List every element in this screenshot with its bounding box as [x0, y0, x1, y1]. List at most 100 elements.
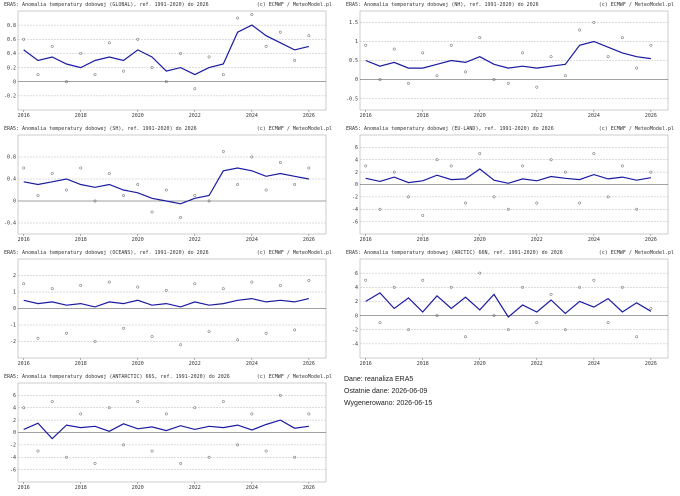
daily-point: [278, 283, 282, 287]
daily-point: [122, 443, 125, 447]
x-tick-label: 2024: [246, 113, 258, 119]
x-tick-label: 2018: [75, 237, 87, 243]
daily-point: [65, 188, 68, 192]
y-tick-label: 2: [13, 418, 16, 424]
y-tick-label: 0.4: [7, 177, 16, 183]
daily-point: [193, 87, 197, 91]
daily-point: [221, 73, 225, 77]
daily-point: [179, 51, 183, 55]
daily-point: [635, 207, 639, 211]
daily-point: [207, 55, 211, 59]
daily-point: [36, 194, 40, 197]
daily-point: [207, 199, 211, 203]
smoothed-line: [23, 167, 310, 205]
x-tick-label: 2016: [18, 237, 30, 243]
daily-point: [293, 455, 297, 459]
y-tick-label: -4: [352, 342, 358, 348]
daily-point: [236, 16, 240, 20]
daily-point: [378, 78, 382, 81]
daily-point: [50, 287, 54, 291]
panel-title: ERA5: Anomalia temperatury dobowej (GLOB…: [4, 2, 209, 8]
y-tick-label: 6: [355, 145, 358, 151]
y-tick-label: 0: [13, 430, 16, 436]
y-tick-label: 0.2: [7, 65, 16, 71]
y-tick-label: 4: [13, 405, 16, 411]
y-tick-label: 6: [13, 393, 16, 399]
daily-point: [50, 172, 54, 175]
x-tick-label: 2020: [132, 485, 144, 491]
daily-point: [50, 400, 54, 404]
y-tick-label: 0: [13, 306, 16, 312]
daily-point: [250, 155, 254, 159]
daily-point: [264, 449, 268, 453]
daily-point: [164, 412, 168, 416]
daily-point: [264, 331, 268, 335]
x-tick-label: 2022: [531, 113, 543, 119]
daily-point: [93, 73, 97, 77]
info-generated: Wygenerowano: 2026-06-15: [344, 400, 432, 407]
daily-point: [107, 280, 111, 284]
daily-point: [193, 194, 197, 197]
x-tick-label: 2026: [645, 361, 657, 367]
daily-point: [207, 330, 211, 334]
y-tick-label: -6: [10, 467, 16, 473]
daily-point: [107, 41, 111, 45]
daily-point: [392, 170, 396, 174]
daily-point: [535, 321, 539, 325]
daily-point: [22, 406, 26, 410]
daily-point: [563, 328, 567, 332]
x-tick-label: 2016: [18, 485, 30, 491]
plot-frame: [17, 10, 327, 111]
daily-point: [22, 282, 26, 286]
daily-point: [150, 210, 154, 214]
daily-point: [164, 80, 168, 84]
y-tick-label: -0.2: [4, 94, 16, 100]
y-tick-label: 1: [355, 39, 358, 45]
daily-point: [435, 314, 439, 318]
daily-point: [221, 400, 225, 404]
smoothed-line: [23, 419, 309, 440]
x-tick-label: 2020: [474, 113, 486, 119]
x-tick-label: 2020: [474, 361, 486, 367]
y-tick-label: 1.5: [349, 20, 358, 26]
daily-point: [107, 406, 111, 410]
y-tick-label: 0: [355, 182, 358, 188]
panel-credit: (c) ECMWF / MeteoModel.pl: [257, 374, 332, 380]
daily-point: [549, 55, 553, 59]
x-tick-label: 2022: [189, 113, 201, 119]
daily-point: [578, 285, 582, 289]
x-tick-label: 2016: [18, 361, 30, 367]
smoothed-line: [23, 297, 310, 308]
daily-point: [264, 44, 268, 48]
daily-point: [136, 183, 140, 186]
daily-point: [136, 400, 140, 404]
daily-point: [264, 188, 268, 192]
daily-point: [364, 43, 368, 47]
y-tick-label: 0.5: [349, 58, 358, 64]
y-tick-label: -4: [352, 207, 358, 213]
panel-credit: (c) ECMWF / MeteoModel.pl: [599, 2, 674, 8]
daily-point: [563, 74, 567, 78]
y-tick-label: 0.8: [7, 155, 16, 161]
y-tick-label: 2: [355, 299, 358, 305]
x-tick-label: 2024: [246, 485, 258, 491]
x-tick-label: 2026: [645, 113, 657, 119]
panel-title: ERA5: Anomalia temperatury dobowej (EU-L…: [346, 126, 554, 132]
y-tick-label: 0.8: [7, 23, 16, 29]
daily-point: [478, 271, 482, 275]
smoothed-line: [23, 24, 310, 76]
x-tick-label: 2016: [18, 113, 30, 119]
daily-point: [136, 37, 140, 41]
daily-point: [364, 278, 368, 282]
daily-point: [521, 164, 525, 168]
daily-point: [606, 321, 610, 325]
y-tick-label: -0.4: [4, 221, 16, 227]
daily-point: [293, 183, 297, 186]
panel-credit: (c) ECMWF / MeteoModel.pl: [257, 126, 332, 132]
daily-point: [307, 166, 311, 170]
daily-point: [164, 188, 168, 192]
daily-point: [578, 28, 582, 32]
daily-point: [364, 164, 368, 168]
y-tick-label: 6: [355, 271, 358, 277]
y-tick-label: -2: [10, 339, 16, 345]
